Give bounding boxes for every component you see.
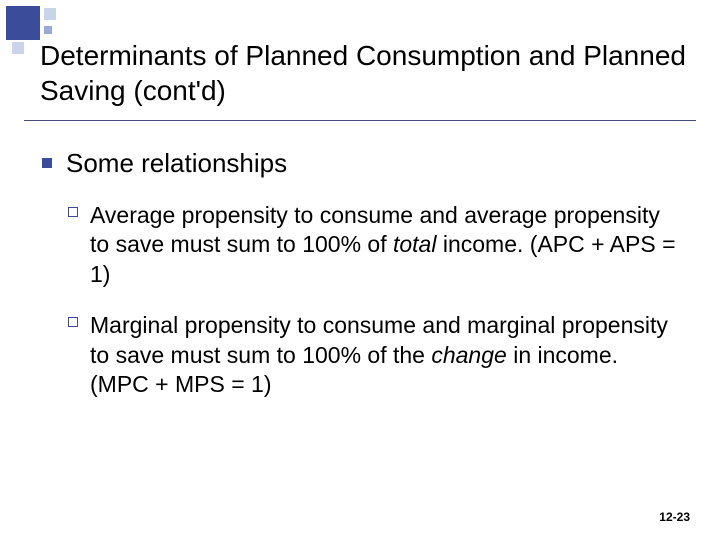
level1-text: Some relationships <box>66 148 287 178</box>
bullet-level2-item-2: Marginal propensity to consume and margi… <box>90 311 680 399</box>
point1-italic: total <box>393 231 436 257</box>
corner-square-small-1 <box>44 8 56 20</box>
slide: Determinants of Planned Consumption and … <box>0 0 720 540</box>
hollow-square-bullet-icon <box>68 317 78 327</box>
corner-square-large <box>6 6 40 40</box>
slide-body: Some relationships Average propensity to… <box>66 148 680 422</box>
bullet-level1: Some relationships <box>66 148 680 179</box>
point2-italic: change <box>431 342 506 368</box>
corner-square-small-2 <box>12 42 24 54</box>
corner-square-small-3 <box>44 26 52 34</box>
square-bullet-icon <box>42 158 52 168</box>
slide-title: Determinants of Planned Consumption and … <box>40 38 690 108</box>
bullet-level2-item-1: Average propensity to consume and averag… <box>90 201 680 289</box>
title-rule <box>24 120 696 121</box>
hollow-square-bullet-icon <box>68 207 78 217</box>
point2-lead: Marginal <box>90 312 178 338</box>
point1-lead: Average <box>90 202 175 228</box>
slide-number: 12-23 <box>659 510 690 524</box>
